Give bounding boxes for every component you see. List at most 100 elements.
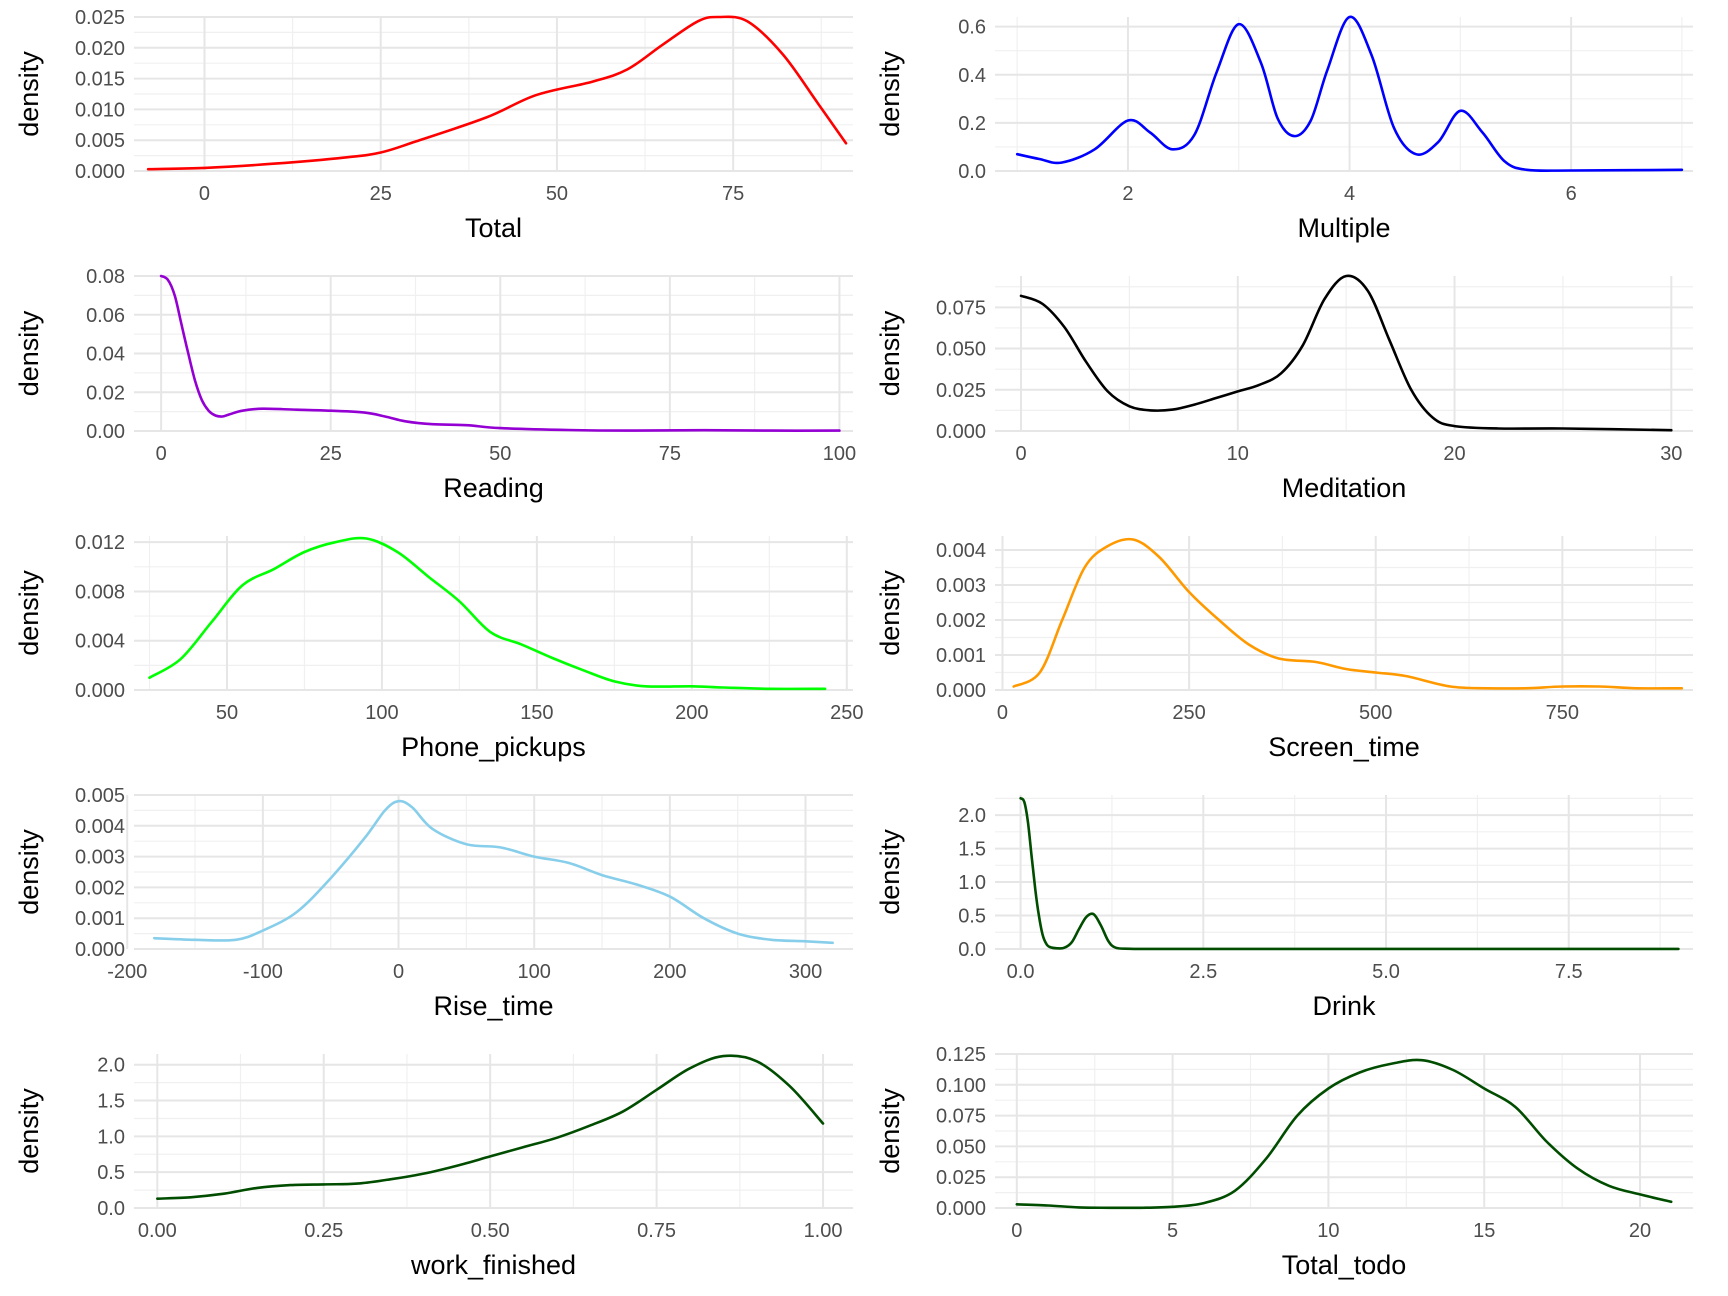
total-y-axis-title: density <box>14 51 44 137</box>
total-x-axis-title: Total <box>465 213 522 243</box>
phone-pickups-y-tick-label: 0.004 <box>75 631 125 653</box>
panel-reading: 0 25 50 75 100 0.00 0.02 0.04 0.06 0.08 Reading den… <box>14 266 856 503</box>
reading-y-tick-label: 0.04 <box>86 344 125 366</box>
panel-total-todo: 0 5 10 15 20 0.000 0.025 0.050 0.075 0.100 0.125 To… <box>875 1044 1693 1280</box>
phone-pickups-x-tick-label: 200 <box>675 702 708 724</box>
rise-time-density-curve <box>153 799 834 945</box>
work-finished-x-tick-label: 0.75 <box>637 1220 676 1242</box>
panel-work-finished: 0.00 0.25 0.50 0.75 1.00 0.0 0.5 1.0 1.5 2.0 work_… <box>14 1054 853 1280</box>
screen-time-y-tick-label: 0.002 <box>936 610 986 632</box>
rise-time-y-tick-label: 0.004 <box>75 816 125 838</box>
screen-time-density-curve <box>1012 537 1684 690</box>
drink-y-tick-label: 2.0 <box>958 805 986 827</box>
work-finished-x-tick-label: 0.25 <box>304 1220 343 1242</box>
meditation-x-tick-label: 10 <box>1227 443 1249 465</box>
total-y-tick-label: 0.015 <box>75 69 125 91</box>
total-y-tick-label: 0.010 <box>75 99 125 121</box>
screen-time-y-axis-title: density <box>875 570 905 656</box>
work-finished-y-tick-label: 2.0 <box>97 1055 125 1077</box>
work-finished-x-tick-label: 1.00 <box>804 1220 843 1242</box>
rise-time-y-tick-label: 0.001 <box>75 908 125 930</box>
screen-time-y-tick-label: 0.004 <box>936 540 986 562</box>
rise-time-y-tick-label: 0.000 <box>75 939 125 961</box>
multiple-density-curve <box>1015 15 1684 173</box>
drink-x-tick-label: 7.5 <box>1555 961 1583 983</box>
total-todo-x-tick-label: 10 <box>1317 1220 1339 1242</box>
total-todo-x-tick-label: 20 <box>1629 1220 1651 1242</box>
screen-time-x-axis-title: Screen_time <box>1268 732 1420 762</box>
drink-x-tick-label: 0.0 <box>1007 961 1035 983</box>
meditation-y-tick-label: 0.050 <box>936 339 986 361</box>
total-x-tick-label: 50 <box>546 183 568 205</box>
reading-density-curve <box>159 274 841 432</box>
multiple-x-tick-label: 2 <box>1122 183 1133 205</box>
total-todo-x-tick-label: 15 <box>1473 1220 1495 1242</box>
work-finished-x-axis-title: work_finished <box>410 1250 576 1280</box>
phone-pickups-x-axis-title: Phone_pickups <box>401 732 586 762</box>
work-finished-y-tick-label: 1.0 <box>97 1126 125 1148</box>
meditation-y-axis-title: density <box>875 310 905 396</box>
drink-y-tick-label: 0.5 <box>958 906 986 928</box>
multiple-y-tick-label: 0.2 <box>958 113 986 135</box>
work-finished-x-tick-label: 0.50 <box>471 1220 510 1242</box>
reading-y-axis-title: density <box>14 310 44 396</box>
screen-time-x-tick-label: 750 <box>1546 702 1579 724</box>
meditation-x-tick-label: 30 <box>1660 443 1682 465</box>
multiple-y-axis-title: density <box>875 51 905 137</box>
panel-rise-time: -200 -100 0 100 200 300 0.000 0.001 0.002 0.003 0.… <box>14 785 853 1021</box>
panel-screen-time: 0 250 500 750 0.000 0.001 0.002 0.003 0.004 Scree… <box>875 536 1693 762</box>
reading-x-tick-label: 50 <box>489 443 511 465</box>
phone-pickups-x-tick-label: 50 <box>216 702 238 724</box>
work-finished-y-axis-title: density <box>14 1088 44 1174</box>
reading-y-tick-label: 0.08 <box>86 266 125 288</box>
panel-phone-pickups: 50 100 150 200 250 0.000 0.004 0.008 0.012 Phone_… <box>14 532 863 762</box>
meditation-y-tick-label: 0.075 <box>936 297 986 319</box>
phone-pickups-y-tick-label: 0.012 <box>75 532 125 554</box>
work-finished-density-curve <box>156 1054 825 1200</box>
work-finished-y-tick-label: 0.0 <box>97 1198 125 1220</box>
work-finished-y-tick-label: 1.5 <box>97 1091 125 1113</box>
multiple-x-tick-label: 4 <box>1344 183 1355 205</box>
drink-x-tick-label: 5.0 <box>1372 961 1400 983</box>
screen-time-y-tick-label: 0.003 <box>936 575 986 597</box>
multiple-y-tick-label: 0.4 <box>958 65 986 87</box>
total-todo-y-tick-label: 0.000 <box>936 1198 986 1220</box>
reading-y-tick-label: 0.00 <box>86 421 125 443</box>
screen-time-x-tick-label: 0 <box>997 702 1008 724</box>
phone-pickups-x-tick-label: 250 <box>830 702 863 724</box>
rise-time-x-tick-label: 300 <box>789 961 822 983</box>
work-finished-x-tick-label: 0.00 <box>138 1220 177 1242</box>
total-x-tick-label: 75 <box>722 183 744 205</box>
rise-time-x-axis-title: Rise_time <box>433 991 553 1021</box>
total-todo-y-tick-label: 0.100 <box>936 1075 986 1097</box>
total-x-tick-label: 0 <box>199 183 210 205</box>
meditation-y-tick-label: 0.000 <box>936 421 986 443</box>
total-y-tick-label: 0.025 <box>75 7 125 29</box>
phone-pickups-y-tick-label: 0.000 <box>75 680 125 702</box>
screen-time-y-tick-label: 0.001 <box>936 645 986 667</box>
phone-pickups-x-tick-label: 150 <box>520 702 553 724</box>
panel-drink: 0.0 2.5 5.0 7.5 0.0 0.5 1.0 1.5 2.0 Drink density <box>875 795 1693 1021</box>
drink-y-axis-title: density <box>875 829 905 915</box>
total-y-tick-label: 0.020 <box>75 38 125 60</box>
total-todo-y-tick-label: 0.125 <box>936 1044 986 1066</box>
rise-time-y-tick-label: 0.002 <box>75 877 125 899</box>
drink-y-tick-label: 1.0 <box>958 872 986 894</box>
phone-pickups-density-curve <box>148 536 827 691</box>
drink-x-axis-title: Drink <box>1312 991 1376 1021</box>
rise-time-y-tick-label: 0.003 <box>75 847 125 869</box>
rise-time-y-tick-label: 0.005 <box>75 785 125 807</box>
total-y-tick-label: 0.000 <box>75 161 125 183</box>
rise-time-x-tick-label: 100 <box>518 961 551 983</box>
panel-multiple: 2 4 6 0.0 0.2 0.4 0.6 Multiple density <box>875 15 1693 243</box>
rise-time-x-tick-label: 0 <box>393 961 404 983</box>
reading-y-tick-label: 0.06 <box>86 305 125 327</box>
multiple-x-tick-label: 6 <box>1566 183 1577 205</box>
total-todo-y-tick-label: 0.025 <box>936 1167 986 1189</box>
drink-density-curve <box>1019 797 1680 951</box>
rise-time-x-tick-label: 200 <box>653 961 686 983</box>
total-todo-x-tick-label: 5 <box>1167 1220 1178 1242</box>
reading-x-axis-title: Reading <box>443 473 544 503</box>
drink-y-tick-label: 0.0 <box>958 939 986 961</box>
